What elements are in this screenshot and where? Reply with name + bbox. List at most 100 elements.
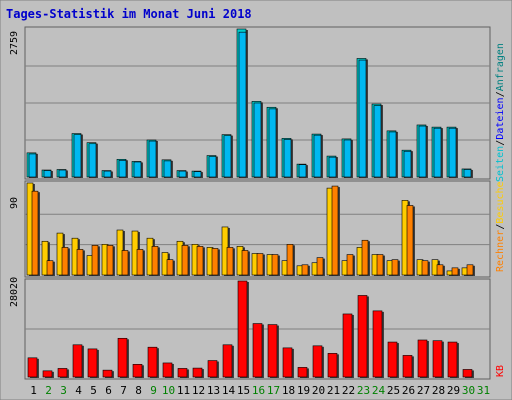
- bar-dateien: [118, 160, 127, 178]
- bar-rechner: [241, 250, 249, 276]
- bar-dateien: [253, 102, 262, 178]
- bar-dateien: [148, 140, 157, 178]
- bar-kb: [87, 348, 98, 378]
- bar-kb: [312, 345, 323, 378]
- bar-dateien: [73, 134, 82, 178]
- x-tick-label: 30: [462, 384, 475, 397]
- right-legend: KB: [495, 365, 506, 377]
- legend-dateien: Dateien: [495, 97, 506, 139]
- bar-dateien: [433, 127, 442, 178]
- panel-hits-ymax-label: 2759: [9, 31, 20, 55]
- bar-rechner: [331, 185, 339, 276]
- bar-dateien: [178, 170, 187, 178]
- bar-kb: [417, 339, 428, 378]
- bar-rechner: [196, 246, 204, 276]
- x-tick-label: 18: [282, 384, 295, 397]
- bar-kb: [402, 355, 413, 378]
- x-tick-label: 17: [267, 384, 280, 397]
- x-tick-label: 5: [90, 384, 97, 397]
- bar-rechner: [391, 259, 399, 276]
- bar-rechner: [166, 259, 174, 276]
- bar-rechner: [226, 247, 234, 276]
- x-tick-label: 22: [342, 384, 355, 397]
- x-tick-label: 11: [177, 384, 190, 397]
- x-tick-label: 21: [327, 384, 340, 397]
- chart-panels: 27599028020Seiten/Dateien/AnfragenRechne…: [9, 26, 506, 380]
- bar-dateien: [418, 125, 427, 178]
- bar-dateien: [448, 127, 457, 178]
- bar-rechner: [256, 253, 264, 276]
- legend-separator: /: [495, 140, 506, 146]
- bar-kb: [372, 310, 383, 378]
- bar-kb: [27, 357, 38, 378]
- x-tick-label: 4: [75, 384, 82, 397]
- bar-rechner: [61, 247, 69, 276]
- chart-title: Tages-Statistik im Monat Juni 2018: [6, 7, 252, 21]
- bar-dateien: [223, 135, 232, 178]
- x-tick-label: 2: [45, 384, 52, 397]
- bar-kb: [297, 367, 308, 378]
- bar-dateien: [208, 156, 217, 178]
- panel-traffic-ymax-label: 28020: [9, 277, 20, 307]
- bar-kb: [117, 337, 128, 378]
- legend-seiten: Seiten: [495, 146, 506, 182]
- bar-kb: [387, 341, 398, 378]
- bar-rechner: [106, 245, 114, 276]
- x-axis-day-labels: 1 2 3 4 5 6 7 8 9 10 11 12 13 14 15 16 17 18 19 20 21 22 23 24 2…: [30, 384, 490, 397]
- x-tick-label: 8: [135, 384, 142, 397]
- bar-dateien: [373, 105, 382, 178]
- bar-kb: [252, 323, 263, 378]
- x-tick-label: 28: [432, 384, 445, 397]
- x-tick-label: 26: [402, 384, 415, 397]
- bar-rechner: [211, 248, 219, 276]
- bar-dateien: [163, 160, 172, 178]
- x-tick-label: 6: [105, 384, 112, 397]
- x-tick-label: 10: [162, 384, 175, 397]
- x-tick-label: 12: [192, 384, 205, 397]
- panel-traffic: 28020: [9, 277, 491, 380]
- bar-kb: [192, 367, 203, 378]
- bar-kb: [357, 295, 368, 378]
- bar-kb: [42, 370, 53, 378]
- bar-dateien: [103, 170, 112, 178]
- bar-dateien: [58, 169, 67, 178]
- bar-rechner: [436, 264, 444, 276]
- bar-rechner: [376, 254, 384, 276]
- bar-kb: [462, 369, 473, 378]
- bar-rechner: [136, 249, 144, 276]
- bar-kb: [102, 369, 113, 378]
- x-tick-label: 16: [252, 384, 265, 397]
- bar-rechner: [346, 254, 354, 276]
- bar-dateien: [403, 150, 412, 178]
- bar-rechner: [46, 260, 54, 276]
- bar-rechner: [421, 260, 429, 276]
- bar-kb: [222, 344, 233, 378]
- panel-visits: 90: [9, 180, 491, 278]
- bar-dateien: [343, 139, 352, 178]
- x-tick-label: 31: [477, 384, 490, 397]
- legend-kb: KB: [495, 365, 506, 377]
- right-legend: Rechner/Besuche: [495, 181, 506, 272]
- x-tick-label: 15: [237, 384, 250, 397]
- legend-separator: /: [495, 224, 506, 230]
- bar-rechner: [121, 250, 129, 276]
- legend-anfragen: Anfragen: [495, 43, 506, 91]
- bar-rechner: [451, 267, 459, 276]
- x-tick-label: 27: [417, 384, 430, 397]
- panel-visits-ymax-label: 90: [9, 197, 20, 209]
- x-tick-label: 1: [30, 384, 37, 397]
- bar-besuche: [41, 240, 49, 276]
- bar-rechner: [316, 257, 324, 276]
- bar-rechner: [271, 254, 279, 276]
- x-tick-label: 23: [357, 384, 370, 397]
- x-tick-label: 7: [120, 384, 127, 397]
- bar-rechner: [76, 249, 84, 276]
- x-tick-label: 13: [207, 384, 220, 397]
- x-tick-label: 20: [312, 384, 325, 397]
- bar-dateien: [133, 161, 142, 178]
- bar-kb: [342, 313, 353, 378]
- bar-rechner: [466, 264, 474, 276]
- bar-dateien: [268, 108, 277, 178]
- bar-dateien: [283, 139, 292, 178]
